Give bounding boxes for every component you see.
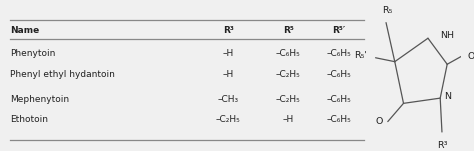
Text: R⁵′: R⁵′: [332, 26, 345, 35]
Text: R⁵: R⁵: [283, 26, 293, 35]
Text: NH: NH: [440, 31, 454, 40]
Text: –C₂H₅: –C₂H₅: [276, 70, 301, 79]
Text: –H: –H: [283, 115, 294, 124]
Text: O: O: [375, 117, 383, 126]
Text: –CH₃: –CH₃: [218, 95, 239, 104]
Text: Phenyl ethyl hydantoin: Phenyl ethyl hydantoin: [10, 70, 115, 79]
Text: R₅: R₅: [382, 6, 392, 15]
Text: Phenytoin: Phenytoin: [10, 50, 55, 58]
Text: –C₂H₅: –C₂H₅: [216, 115, 241, 124]
Text: –C₂H₅: –C₂H₅: [276, 95, 301, 104]
Text: N: N: [445, 92, 452, 101]
Text: –H: –H: [223, 50, 234, 58]
Text: Mephenytoin: Mephenytoin: [10, 95, 69, 104]
Text: –C₆H₅: –C₆H₅: [276, 50, 301, 58]
Text: Name: Name: [10, 26, 39, 35]
Text: –C₆H₅: –C₆H₅: [326, 50, 351, 58]
Text: –C₆H₅: –C₆H₅: [326, 95, 351, 104]
Text: Ethotoin: Ethotoin: [10, 115, 48, 124]
Text: –C₆H₅: –C₆H₅: [326, 70, 351, 79]
Text: –C₆H₅: –C₆H₅: [326, 115, 351, 124]
Text: R₅': R₅': [354, 51, 367, 60]
Text: R³: R³: [437, 141, 447, 149]
Text: –H: –H: [223, 70, 234, 79]
Text: O: O: [467, 52, 474, 61]
Text: R³: R³: [223, 26, 234, 35]
